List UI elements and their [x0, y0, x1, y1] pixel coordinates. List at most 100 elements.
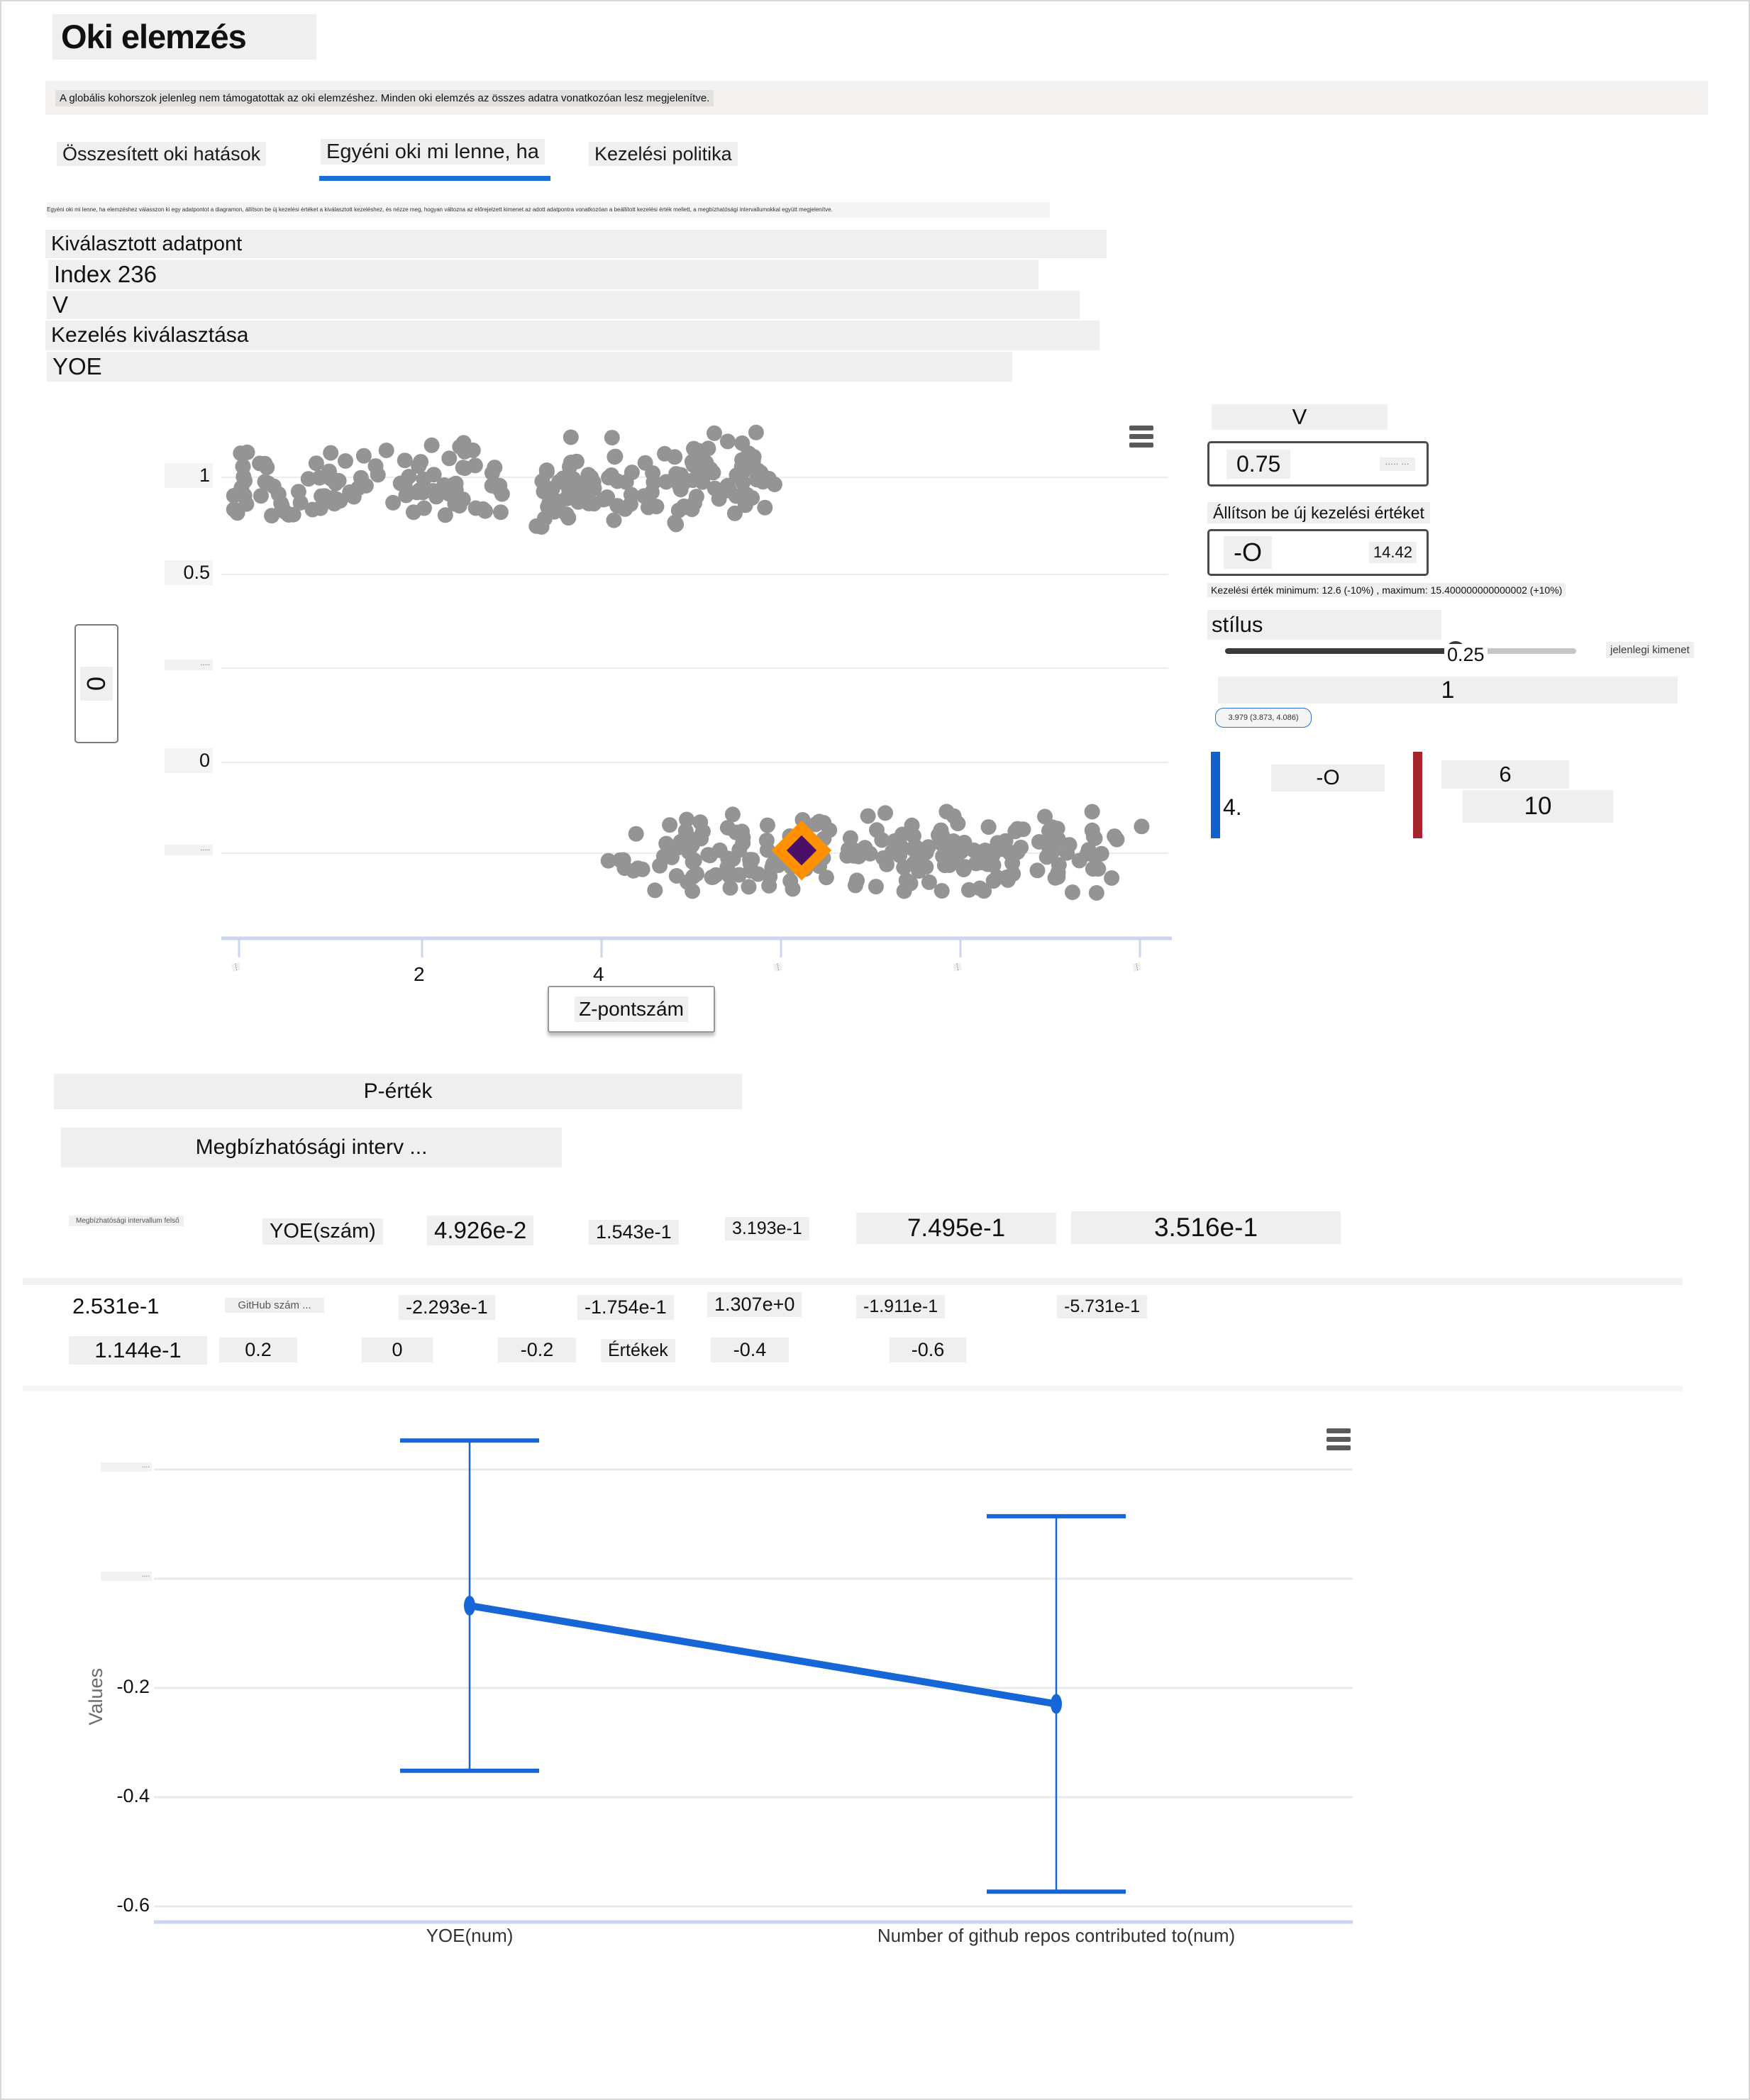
scatter-point[interactable]: [692, 814, 709, 830]
scatter-point[interactable]: [437, 507, 453, 523]
scatter-point[interactable]: [662, 817, 678, 833]
scatter-point[interactable]: [748, 472, 765, 488]
scatter-point[interactable]: [938, 804, 955, 820]
scatter-point[interactable]: [615, 852, 631, 868]
scatter-point[interactable]: [842, 830, 858, 846]
scatter-point[interactable]: [405, 504, 421, 521]
scatter-point[interactable]: [581, 496, 597, 511]
scatter-point[interactable]: [734, 435, 751, 451]
scatter-point[interactable]: [760, 470, 777, 487]
scatter-point[interactable]: [936, 857, 953, 874]
scatter-point[interactable]: [816, 815, 832, 831]
scatter-point[interactable]: [599, 491, 615, 506]
scatter-point[interactable]: [534, 473, 550, 489]
scatter-point[interactable]: [707, 425, 722, 441]
scatter-point[interactable]: [311, 470, 328, 486]
scatter-point[interactable]: [1104, 870, 1120, 886]
scatter-point[interactable]: [860, 808, 876, 824]
datapoint-dropdown[interactable]: Index 236: [48, 260, 1039, 289]
scatter-point[interactable]: [1029, 862, 1046, 879]
scatter-point[interactable]: [397, 477, 413, 493]
scatter-point[interactable]: [355, 448, 372, 464]
scatter-point[interactable]: [426, 467, 442, 483]
scatter-point[interactable]: [533, 518, 550, 535]
scatter-point[interactable]: [385, 494, 401, 511]
scatter-point[interactable]: [423, 437, 440, 453]
scatter-point[interactable]: [647, 882, 663, 899]
scatter-point[interactable]: [746, 449, 762, 465]
scatter-point[interactable]: [308, 455, 324, 472]
scatter-point[interactable]: [1079, 845, 1095, 862]
current-treatment-value-box[interactable]: 0.75 ∙∙∙∙∙ ∙∙∙: [1207, 441, 1429, 487]
scatter-point[interactable]: [980, 819, 997, 835]
scatter-point[interactable]: [741, 879, 757, 895]
scatter-point[interactable]: [253, 488, 269, 504]
new-treatment-value-box[interactable]: -O 14.42: [1207, 529, 1429, 576]
scatter-point[interactable]: [877, 805, 893, 821]
scatter-point[interactable]: [484, 477, 500, 494]
scatter-point[interactable]: [323, 445, 339, 461]
scatter-point[interactable]: [785, 881, 801, 897]
scatter-point[interactable]: [999, 872, 1016, 888]
scatter-point[interactable]: [722, 879, 738, 896]
scatter-point[interactable]: [933, 822, 949, 838]
scatter-point[interactable]: [668, 868, 685, 884]
scatter-point[interactable]: [304, 501, 321, 518]
scatter-point[interactable]: [604, 430, 620, 446]
scatter-point[interactable]: [1064, 884, 1080, 901]
scatter-point[interactable]: [237, 473, 253, 489]
scatter-point[interactable]: [977, 843, 993, 858]
scatter-point[interactable]: [742, 852, 758, 868]
scatter-point[interactable]: [634, 861, 650, 877]
scatter-point[interactable]: [724, 806, 741, 823]
scatter-point[interactable]: [997, 833, 1014, 849]
scatter-point[interactable]: [902, 875, 919, 891]
scatter-point[interactable]: [292, 494, 309, 511]
scatter-point[interactable]: [628, 826, 644, 842]
scatter-point[interactable]: [679, 811, 695, 828]
scatter-point[interactable]: [704, 870, 720, 885]
scatter-point[interactable]: [546, 504, 563, 520]
scatter-point[interactable]: [685, 869, 702, 884]
scatter-point[interactable]: [868, 879, 884, 895]
scatter-point[interactable]: [688, 489, 704, 505]
scatter-point[interactable]: [568, 453, 585, 470]
scatter-point[interactable]: [985, 857, 1002, 873]
scatter-point[interactable]: [445, 477, 461, 493]
scatter-point[interactable]: [685, 854, 701, 870]
scatter-point[interactable]: [260, 475, 277, 491]
scatter-point[interactable]: [875, 850, 892, 866]
errorbar-point[interactable]: [1051, 1694, 1062, 1714]
tab-individual-what-if[interactable]: Egyéni oki mi lenne, ha: [321, 139, 545, 165]
errorbar-chart-menu-icon[interactable]: [1327, 1428, 1351, 1450]
scatter-point[interactable]: [1085, 861, 1101, 877]
scatter-point[interactable]: [441, 450, 458, 467]
scatter-point[interactable]: [1084, 804, 1100, 820]
scatter-point[interactable]: [236, 487, 253, 504]
scatter-point[interactable]: [985, 873, 1002, 889]
scatter-point[interactable]: [847, 877, 863, 894]
scatter-menu-icon[interactable]: [1129, 426, 1153, 448]
scatter-point[interactable]: [862, 845, 878, 862]
scatter-point[interactable]: [451, 498, 467, 514]
scatter-point[interactable]: [1134, 818, 1150, 835]
scatter-point[interactable]: [762, 869, 778, 885]
scatter-point[interactable]: [934, 883, 950, 899]
scatter-point[interactable]: [600, 852, 616, 869]
scatter-point[interactable]: [397, 452, 413, 469]
scatter-point[interactable]: [1087, 830, 1103, 846]
scatter-point[interactable]: [904, 817, 920, 833]
scatter-point[interactable]: [1107, 828, 1123, 845]
scatter-point[interactable]: [1039, 834, 1055, 850]
scatter-point[interactable]: [338, 453, 353, 469]
scatter-point[interactable]: [956, 835, 973, 850]
scatter-point[interactable]: [711, 491, 727, 507]
scatter-point[interactable]: [739, 487, 755, 503]
scatter-point[interactable]: [370, 467, 386, 483]
scatter-point[interactable]: [273, 495, 289, 511]
scatter-point[interactable]: [757, 499, 773, 516]
scatter-point[interactable]: [226, 501, 242, 518]
scatter-point[interactable]: [972, 880, 988, 896]
scatter-point[interactable]: [487, 460, 503, 476]
scatter-point[interactable]: [920, 839, 936, 855]
